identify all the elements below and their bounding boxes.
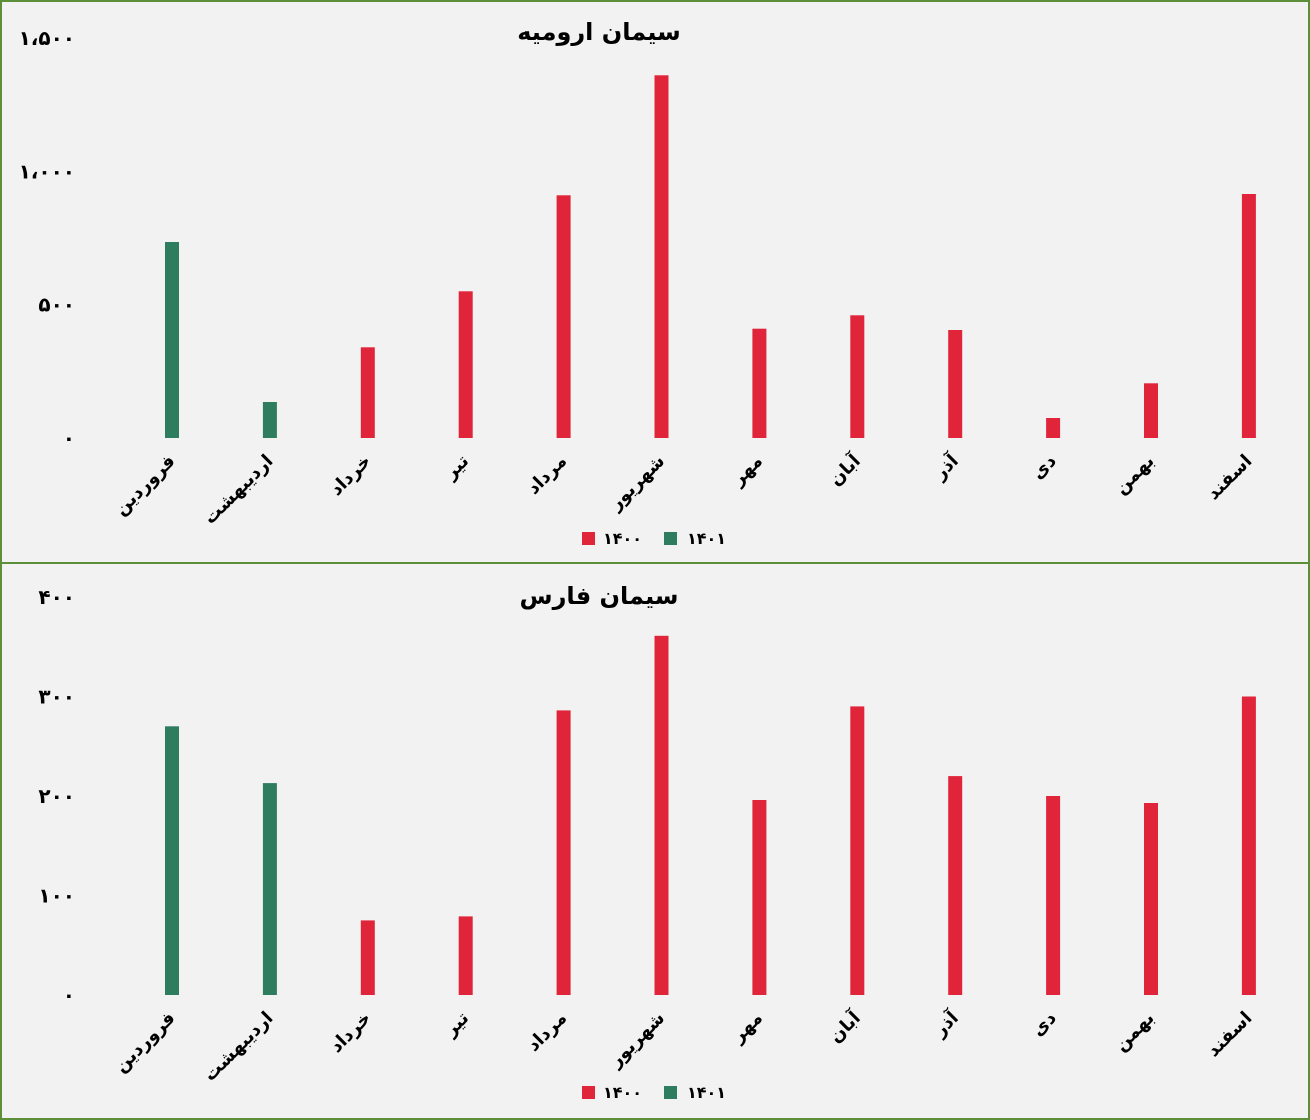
bar-s1400-5 <box>654 75 669 439</box>
chart-title: سیمان فارس <box>520 582 679 610</box>
y-tick-label: ۵۰۰ <box>38 293 75 317</box>
y-tick-label: ۰ <box>63 426 75 450</box>
x-tick-label: آبان <box>824 1006 866 1048</box>
bar-s1400-3 <box>458 916 473 995</box>
bar-s1400-10 <box>1144 383 1158 438</box>
chart-title: سیمان ارومیه <box>517 18 681 46</box>
x-tick-label: خرداد <box>326 1008 375 1057</box>
x-tick-label: آذر <box>928 449 964 485</box>
x-tick-label: اردیبهشت <box>200 1008 278 1086</box>
bar-s1400-4 <box>556 195 571 438</box>
x-tick-label: آذر <box>928 1006 964 1042</box>
x-tick-label: اسفند <box>1203 451 1256 504</box>
bar-s1401-0 <box>165 242 179 438</box>
x-tick-label: آبان <box>824 449 866 491</box>
legend-label: ۱۴۰۱ <box>687 1083 726 1102</box>
bar-s1400-2 <box>360 920 375 995</box>
legend: ۱۴۰۰ ۱۴۰۱ <box>582 1083 726 1102</box>
y-axis: ۰ ۱۰۰ ۲۰۰ ۳۰۰ ۴۰۰ <box>38 585 75 1007</box>
legend-swatch-s1401 <box>664 532 677 545</box>
y-tick-label: ۱۰۰ <box>38 884 75 908</box>
chart-panel-urmia: سیمان ارومیه ۰ ۵۰۰ ۱،۰۰۰ ۱،۵۰۰ فروردین اردیب… <box>0 0 1310 564</box>
y-tick-label: ۱،۵۰۰ <box>19 26 75 50</box>
x-tick-label: تیر <box>440 451 473 484</box>
x-tick-label: بهمن <box>1111 1008 1159 1056</box>
x-tick-label: خرداد <box>326 451 375 500</box>
bar-s1400-4 <box>556 710 571 995</box>
bar-s1400-10 <box>1144 803 1158 995</box>
legend-swatch-s1400 <box>582 532 595 545</box>
x-tick-label: اردیبهشت <box>200 451 278 529</box>
x-tick-label: مهر <box>727 451 767 491</box>
bar-s1400-8 <box>948 776 963 995</box>
y-tick-label: ۳۰۰ <box>38 685 75 709</box>
chart-urmia: سیمان ارومیه ۰ ۵۰۰ ۱،۰۰۰ ۱،۵۰۰ فروردین اردیب… <box>19 18 1257 548</box>
bar-s1400-11 <box>1241 696 1256 995</box>
x-tick-label: تیر <box>440 1008 473 1041</box>
bars <box>165 635 1256 995</box>
bar-s1401-1 <box>262 783 277 995</box>
bar-s1400-9 <box>1046 418 1061 438</box>
legend-swatch-s1400 <box>582 1086 595 1099</box>
x-tick-label: شهریور <box>605 1008 669 1072</box>
x-tick-label: دی <box>1028 1008 1061 1041</box>
chart-panel-fars: سیمان فارس ۰ ۱۰۰ ۲۰۰ ۳۰۰ ۴۰۰ فروردین اردیبهشت… <box>0 564 1310 1120</box>
legend-label: ۱۴۰۰ <box>603 529 642 548</box>
y-tick-label: ۱،۰۰۰ <box>19 159 75 183</box>
y-axis: ۰ ۵۰۰ ۱،۰۰۰ ۱،۵۰۰ <box>19 26 75 450</box>
legend-label: ۱۴۰۰ <box>603 1083 642 1102</box>
bar-s1400-9 <box>1046 796 1061 995</box>
legend-swatch-s1401 <box>664 1086 677 1099</box>
bar-s1400-6 <box>752 328 767 438</box>
chart-fars: سیمان فارس ۰ ۱۰۰ ۲۰۰ ۳۰۰ ۴۰۰ فروردین اردیبهشت… <box>38 582 1256 1102</box>
x-tick-label: مرداد <box>523 1008 571 1056</box>
y-tick-label: ۴۰۰ <box>38 585 75 609</box>
y-tick-label: ۲۰۰ <box>38 784 75 808</box>
bar-s1400-2 <box>360 347 375 438</box>
legend: ۱۴۰۰ ۱۴۰۱ <box>582 529 726 548</box>
x-tick-label: شهریور <box>605 451 669 515</box>
bar-s1401-1 <box>262 402 277 438</box>
bar-s1400-5 <box>654 635 669 995</box>
y-tick-label: ۰ <box>63 983 75 1007</box>
bar-s1401-0 <box>165 726 179 995</box>
x-tick-label: اسفند <box>1203 1008 1256 1061</box>
bar-s1400-8 <box>948 330 963 438</box>
x-axis: فروردین اردیبهشت خرداد تیر مرداد شهریور مهر آبا… <box>110 449 1256 529</box>
bars <box>165 75 1256 439</box>
bar-s1400-11 <box>1241 194 1256 438</box>
x-axis: فروردین اردیبهشت خرداد تیر مرداد شهریور مهر آبا… <box>110 1006 1256 1086</box>
x-tick-label: مهر <box>727 1008 767 1048</box>
bar-s1400-6 <box>752 800 767 995</box>
legend-label: ۱۴۰۱ <box>687 529 726 548</box>
bar-s1400-7 <box>850 315 865 438</box>
x-tick-label: بهمن <box>1111 451 1159 499</box>
x-tick-label: فروردین <box>110 1008 179 1077</box>
bar-s1400-7 <box>850 706 865 995</box>
x-tick-label: مرداد <box>523 451 571 499</box>
x-tick-label: فروردین <box>110 451 179 520</box>
bar-s1400-3 <box>458 291 473 438</box>
x-tick-label: دی <box>1028 451 1061 484</box>
